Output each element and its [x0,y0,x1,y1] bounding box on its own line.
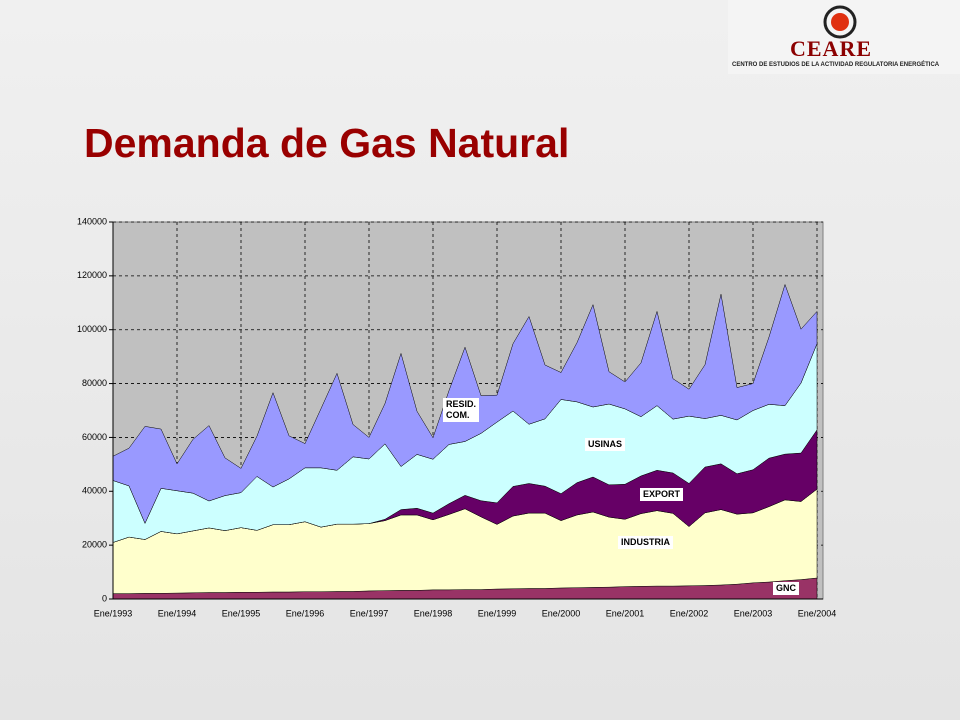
y-tick-label: 120000 [77,270,107,280]
y-tick-label: 140000 [77,216,107,226]
y-tick-label: 60000 [82,432,107,442]
series-label: EXPORT [640,488,684,501]
x-tick-label: Ene/1995 [222,608,261,618]
series-label: USINAS [585,438,626,451]
x-tick-label: Ene/2003 [734,608,773,618]
x-tick-label: Ene/1993 [94,608,133,618]
title: Demanda de Gas Natural [84,120,570,166]
y-tick-label: 0 [102,593,107,603]
x-tick-label: Ene/2004 [798,608,837,618]
x-tick-label: Ene/2001 [606,608,645,618]
x-tick-label: Ene/2002 [670,608,709,618]
series-label: GNC [773,582,799,595]
x-tick-label: Ene/2000 [542,608,581,618]
x-tick-label: Ene/1998 [414,608,453,618]
logo-name: CEARE [790,36,873,61]
logo-subtitle: CENTRO DE ESTUDIOS DE LA ACTIVIDAD REGUL… [732,62,940,68]
logo: CEARE CENTRO DE ESTUDIOS DE LA ACTIVIDAD… [728,0,960,74]
y-tick-label: 20000 [82,540,107,550]
x-tick-label: Ene/1997 [350,608,389,618]
x-tick-label: Ene/1996 [286,608,325,618]
x-tick-label: Ene/1999 [478,608,517,618]
y-tick-label: 80000 [82,378,107,388]
series-label: INDUSTRIA [618,536,673,549]
series-label: RESID. COM. [443,398,479,422]
y-tick-label: 40000 [82,486,107,496]
x-tick-label: Ene/1994 [158,608,197,618]
logo-icon [823,5,857,39]
y-tick-label: 100000 [77,324,107,334]
